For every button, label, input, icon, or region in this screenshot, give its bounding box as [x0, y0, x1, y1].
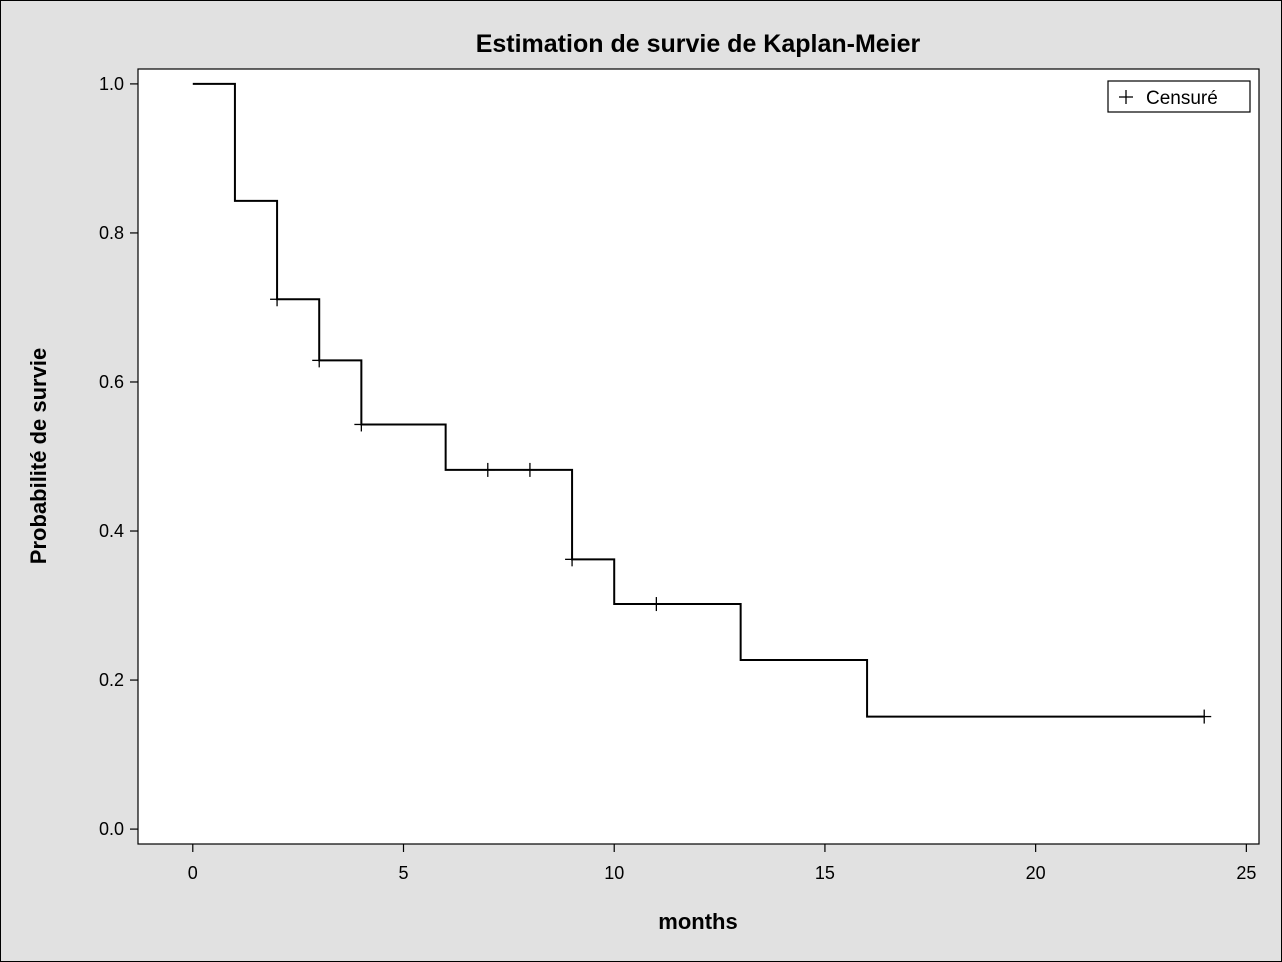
legend-label: Censuré: [1146, 88, 1218, 109]
x-tick-label: 10: [604, 863, 624, 883]
y-tick-label: 1.0: [99, 74, 124, 94]
y-tick-label: 0.6: [99, 372, 124, 392]
censor-marker: [649, 597, 664, 612]
x-tick-label: 5: [398, 863, 408, 883]
survival-curve: [192, 82, 1205, 718]
chart-title: Estimation de survie de Kaplan-Meier: [476, 30, 921, 58]
survival-step-line: [192, 82, 1205, 718]
x-tick-label: 25: [1236, 863, 1256, 883]
censor-marker: [312, 353, 327, 368]
censor-markers: [270, 292, 1212, 724]
y-tick-label: 0.2: [99, 670, 124, 690]
legend: Censuré: [1107, 80, 1251, 113]
censor-marker: [354, 417, 369, 432]
censor-marker: [270, 292, 285, 307]
censor-marker: [522, 462, 537, 477]
x-tick-label: 20: [1026, 863, 1046, 883]
censor-marker: [565, 552, 580, 567]
censor-marker: [1197, 709, 1212, 724]
y-tick-label: 0.4: [99, 521, 124, 541]
x-axis-label: months: [658, 909, 737, 934]
plot-area: [137, 68, 1260, 845]
x-tick-label: 15: [815, 863, 835, 883]
y-axis-label: Probabilité de survie: [26, 348, 51, 564]
y-tick-label: 0.0: [99, 819, 124, 839]
x-tick-label: 0: [188, 863, 198, 883]
axis-ticks: 0 5 10 15 20 25 0.0 0.2 0.4 0.6 0.8 1.0: [99, 74, 1256, 883]
censor-marker: [480, 462, 495, 477]
y-tick-label: 0.8: [99, 223, 124, 243]
